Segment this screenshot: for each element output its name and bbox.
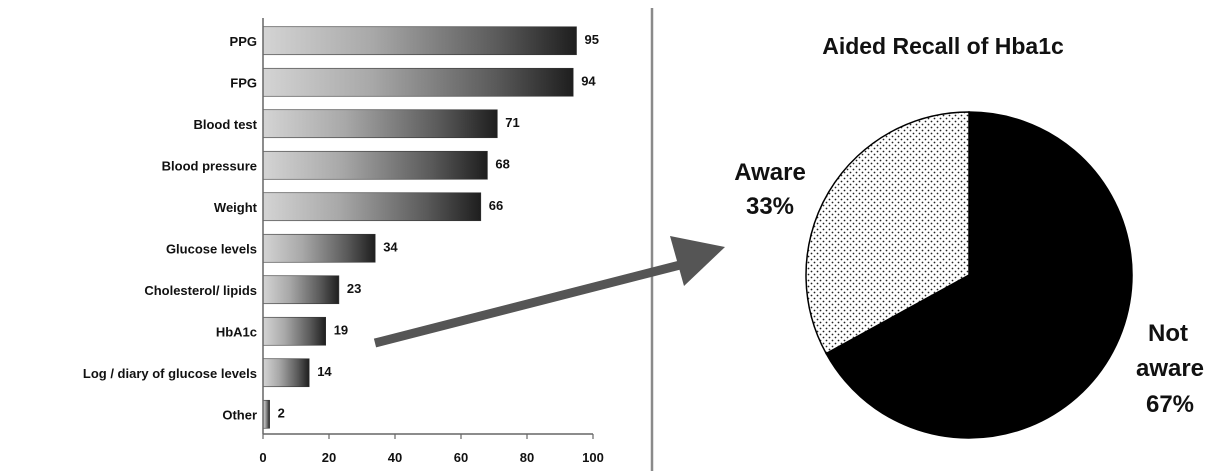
bar-cholesterol-lipids xyxy=(262,275,340,305)
x-tick-label-0: 0 xyxy=(259,450,266,465)
slice-label-not-aware-line2: aware xyxy=(1136,355,1204,382)
x-tick-label-100: 100 xyxy=(582,450,604,465)
bar-fpg xyxy=(262,67,574,97)
category-label-fpg: FPG xyxy=(230,75,257,90)
bar-glucose-levels xyxy=(262,233,376,263)
value-label-weight: 66 xyxy=(489,198,503,213)
category-label-ppg: PPG xyxy=(230,34,257,49)
category-labels: PPG FPG Blood test Blood pressure Weight Gluc… xyxy=(83,34,258,423)
value-label-other: 2 xyxy=(278,405,285,420)
bar-hba1c xyxy=(262,316,327,346)
arrow-shaft xyxy=(373,259,686,348)
category-label-hba1c: HbA1c xyxy=(216,324,257,339)
pie-slice-not-aware xyxy=(825,111,1133,439)
x-tick-label-20: 20 xyxy=(322,450,336,465)
bar-other xyxy=(262,399,270,429)
value-label-ppg: 95 xyxy=(585,32,599,47)
x-tick-label-40: 40 xyxy=(388,450,402,465)
x-axis-ticks: 0 20 40 60 80 100 xyxy=(259,434,604,465)
value-labels: 95 94 71 68 66 34 23 19 14 2 xyxy=(278,32,599,421)
value-label-log-diary-of-glucose-levels: 14 xyxy=(317,364,332,379)
slice-label-not-aware-percent: 67% xyxy=(1146,391,1194,418)
category-label-cholesterol-lipids: Cholesterol/ lipids xyxy=(144,283,257,298)
category-label-log-diary-of-glucose-levels: Log / diary of glucose levels xyxy=(83,366,257,381)
slice-label-aware-name: Aware xyxy=(734,159,806,186)
horizontal-bar-chart: PPG FPG Blood test Blood pressure Weight Gluc… xyxy=(83,18,604,465)
bar-blood-pressure xyxy=(262,150,488,180)
bars xyxy=(262,26,577,429)
pie-slice-aware xyxy=(805,111,970,355)
category-label-other: Other xyxy=(222,407,257,422)
x-tick-label-60: 60 xyxy=(454,450,468,465)
slice-label-not-aware-line1: Not xyxy=(1148,320,1188,347)
category-label-glucose-levels: Glucose levels xyxy=(166,241,257,256)
value-label-cholesterol-lipids: 23 xyxy=(347,281,361,296)
pie-slices xyxy=(805,111,1133,439)
arrow-head xyxy=(670,236,725,286)
category-label-blood-pressure: Blood pressure xyxy=(162,158,257,173)
pie-title: Aided Recall of Hba1c xyxy=(822,33,1064,59)
pointer-arrow xyxy=(373,236,725,348)
value-label-blood-pressure: 68 xyxy=(495,156,509,171)
value-label-fpg: 94 xyxy=(581,73,596,88)
bar-weight xyxy=(262,192,482,222)
x-tick-label-80: 80 xyxy=(520,450,534,465)
bar-log-diary-of-glucose-levels xyxy=(262,358,310,388)
category-label-blood-test: Blood test xyxy=(193,117,257,132)
value-label-hba1c: 19 xyxy=(334,322,348,337)
bar-ppg xyxy=(262,26,577,56)
value-label-glucose-levels: 34 xyxy=(383,239,398,254)
category-label-weight: Weight xyxy=(214,200,258,215)
slice-label-aware-percent: 33% xyxy=(746,193,794,220)
pie-chart: Aided Recall of Hba1c Aware 33% Not awar… xyxy=(734,33,1204,439)
value-label-blood-test: 71 xyxy=(505,115,519,130)
bar-blood-test xyxy=(262,109,498,139)
